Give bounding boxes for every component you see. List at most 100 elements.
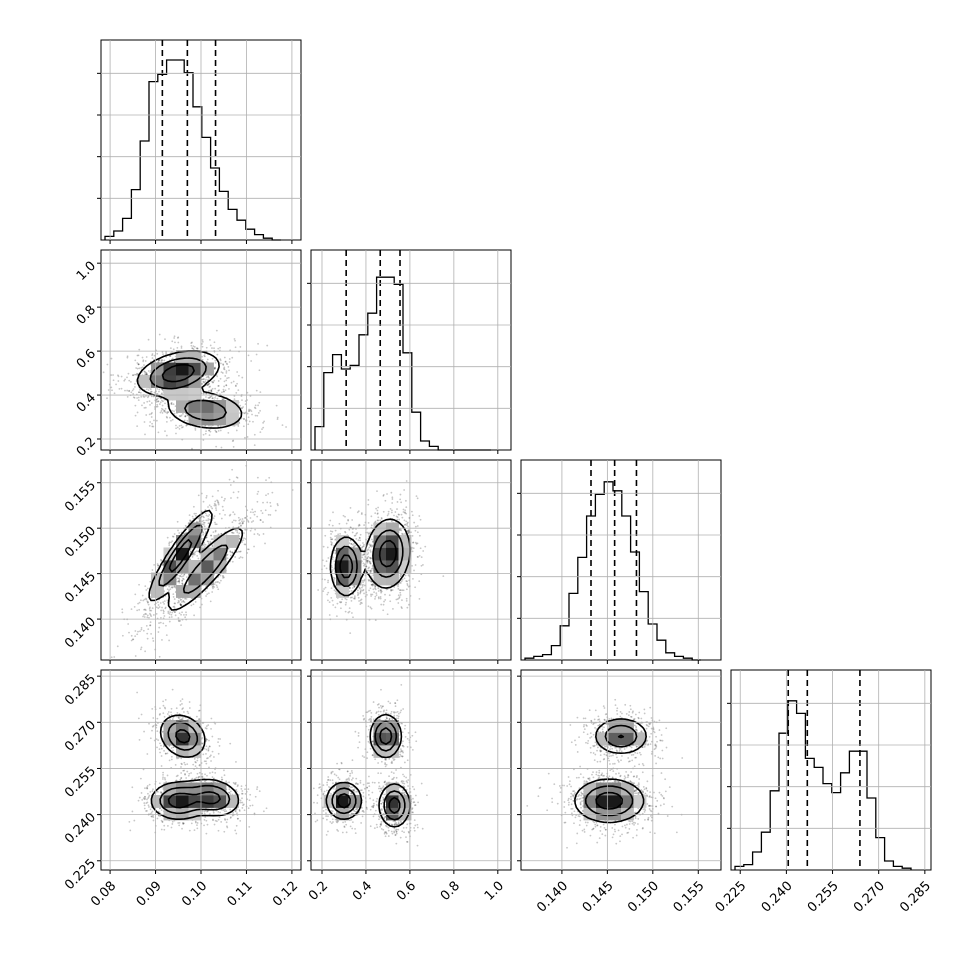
- sample-point: [110, 357, 113, 360]
- sample-point: [267, 513, 270, 516]
- sample-point: [149, 609, 151, 612]
- sample-point: [258, 369, 261, 372]
- sample-point: [247, 410, 250, 412]
- sample-point: [127, 623, 130, 625]
- sample-point: [377, 506, 380, 509]
- sample-point: [363, 584, 366, 587]
- sample-point: [161, 412, 164, 414]
- panel-content: [101, 329, 287, 450]
- sample-point: [129, 380, 132, 383]
- sample-point: [339, 533, 341, 535]
- sample-point: [226, 377, 229, 380]
- sample-point: [188, 701, 191, 703]
- sample-point: [232, 480, 235, 483]
- sample-point: [332, 556, 334, 559]
- sample-point: [151, 729, 153, 732]
- sample-point: [134, 386, 136, 388]
- sample-point: [351, 531, 354, 534]
- sample-point: [113, 656, 116, 658]
- sample-point: [349, 596, 352, 599]
- sample-point: [205, 727, 208, 730]
- sample-point: [155, 393, 158, 395]
- sample-point: [340, 607, 342, 610]
- sample-point: [398, 581, 401, 584]
- sample-point: [366, 553, 369, 556]
- sample-point: [232, 446, 235, 448]
- sample-point: [201, 345, 204, 348]
- sample-point: [382, 609, 385, 612]
- sample-point: [162, 408, 164, 411]
- sample-point: [146, 753, 149, 755]
- sample-point: [165, 415, 168, 418]
- sample-point: [366, 557, 368, 560]
- sample-point: [251, 508, 254, 511]
- sample-point: [374, 597, 376, 600]
- sample-point: [190, 342, 193, 344]
- sample-point: [227, 547, 230, 550]
- sample-point: [395, 598, 398, 601]
- sample-point: [252, 520, 255, 522]
- sample-point: [237, 490, 240, 493]
- sample-point: [138, 583, 140, 586]
- sample-point: [207, 375, 210, 378]
- density-cell: [163, 387, 177, 401]
- sample-point: [262, 501, 264, 504]
- sample-point: [128, 631, 130, 634]
- sample-point: [212, 517, 215, 520]
- sample-point: [214, 396, 216, 399]
- sample-point: [211, 544, 214, 547]
- sample-point: [217, 502, 220, 504]
- sample-point: [130, 391, 133, 394]
- sample-point: [369, 587, 372, 590]
- sample-point: [163, 600, 166, 603]
- sample-point: [163, 409, 165, 412]
- sample-point: [239, 550, 242, 553]
- sample-point: [176, 520, 179, 523]
- sample-point: [171, 418, 174, 421]
- sample-point: [244, 517, 246, 519]
- sample-point: [228, 358, 231, 360]
- sample-point: [406, 606, 409, 609]
- sample-point: [265, 494, 267, 497]
- sample-point: [163, 749, 165, 752]
- sample-point: [370, 557, 373, 560]
- sample-point: [361, 556, 364, 559]
- sample-point: [369, 562, 372, 565]
- sample-point: [344, 531, 347, 534]
- sample-point: [399, 528, 402, 531]
- sample-point: [201, 383, 203, 385]
- sample-point: [192, 552, 195, 554]
- sample-point: [239, 556, 242, 558]
- sample-point: [170, 747, 173, 749]
- panel-content: [110, 464, 294, 659]
- sample-point: [255, 353, 258, 356]
- sample-point: [371, 541, 374, 543]
- sample-point: [403, 519, 406, 522]
- sample-point: [202, 439, 205, 441]
- sample-point: [189, 550, 192, 553]
- sample-point: [207, 522, 210, 525]
- sample-point: [379, 588, 382, 591]
- sample-point: [224, 513, 226, 516]
- sample-point: [151, 353, 154, 355]
- sample-point: [196, 347, 199, 350]
- sample-point: [201, 520, 204, 523]
- sample-point: [222, 388, 225, 391]
- sample-point: [157, 604, 160, 606]
- sample-point: [231, 560, 234, 563]
- density-cell: [201, 547, 214, 561]
- sample-point: [213, 367, 216, 370]
- sample-point: [182, 412, 184, 415]
- panel-frame: [730, 669, 932, 871]
- sample-point: [377, 519, 380, 522]
- histogram-step: [104, 59, 281, 241]
- sample-point: [333, 589, 336, 592]
- sample-point: [217, 425, 220, 427]
- sample-point: [190, 547, 193, 550]
- sample-point: [152, 614, 155, 616]
- sample-point: [333, 579, 336, 581]
- sample-point: [242, 532, 245, 534]
- sample-point: [398, 518, 401, 521]
- sample-point: [174, 611, 176, 613]
- sample-point: [179, 604, 182, 607]
